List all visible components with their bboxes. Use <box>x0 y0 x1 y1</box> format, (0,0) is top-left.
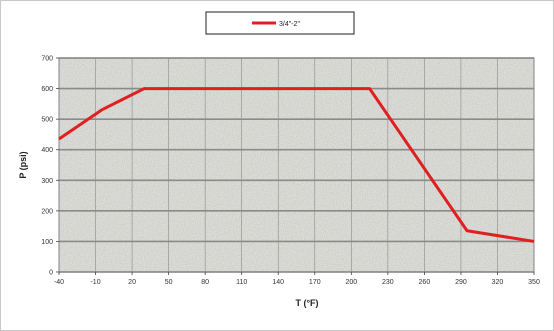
plot-area <box>58 57 535 273</box>
x-tick-label: 200 <box>345 279 357 286</box>
series-line <box>58 87 535 243</box>
x-tick-label: 350 <box>528 279 540 286</box>
y-axis-title: P (psi) <box>18 151 28 178</box>
y-tick-label: 100 <box>41 239 53 246</box>
y-tick-label: 400 <box>41 147 53 154</box>
y-axis-ticks: 0 100 200 300 400 500 600 700 <box>41 56 59 277</box>
x-tick-label: 20 <box>128 279 136 286</box>
plot-border <box>58 57 535 273</box>
x-tick-label: 290 <box>455 279 467 286</box>
y-tick-label: 700 <box>41 56 53 63</box>
x-axis-title: T (°F) <box>295 298 318 308</box>
x-tick-label: 80 <box>201 279 209 286</box>
x-tick-label: 320 <box>492 279 504 286</box>
grid-lines <box>58 57 535 273</box>
legend: 3/4"-2" <box>205 11 355 35</box>
x-tick-label: -40 <box>54 279 64 286</box>
y-tick-label: 0 <box>49 270 53 277</box>
y-tick-label: 500 <box>41 117 53 124</box>
legend-label: 3/4"-2" <box>279 21 300 28</box>
x-tick-label: 260 <box>419 279 431 286</box>
legend-box <box>205 11 355 35</box>
plot-texture <box>59 58 534 272</box>
x-tick-label: 110 <box>236 279 247 286</box>
x-axis-ticks: -40 -10 20 50 80 110 140 170 200 230 260 290 320 350 <box>54 272 540 286</box>
y-tick-label: 600 <box>41 86 53 93</box>
y-tick-label: 200 <box>41 208 53 215</box>
x-tick-label: 140 <box>272 279 284 286</box>
x-tick-label: 230 <box>382 279 394 286</box>
x-tick-label: 170 <box>309 279 321 286</box>
x-tick-label: -10 <box>90 279 100 286</box>
y-tick-label: 300 <box>41 178 53 185</box>
x-tick-label: 50 <box>165 279 173 286</box>
series-layer <box>58 87 535 243</box>
